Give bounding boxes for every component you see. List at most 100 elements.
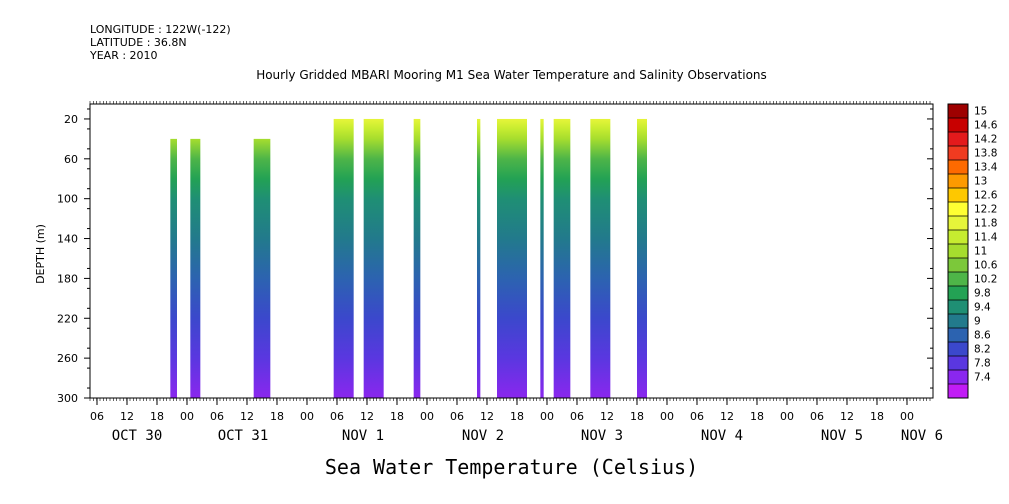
colorbar-label: 13.8 (974, 148, 997, 160)
colorbar-label: 9 (974, 316, 981, 328)
data-blocks (170, 118, 647, 399)
data-block (637, 118, 647, 398)
x-day-label: NOV 5 (821, 428, 863, 444)
colorbar-swatch (948, 244, 968, 259)
x-tick-label: 18 (150, 410, 164, 423)
x-tick-label: 06 (450, 410, 464, 423)
data-block (553, 118, 571, 398)
data-block (190, 138, 201, 399)
x-day-label: NOV 4 (701, 428, 743, 444)
data-block (333, 118, 354, 398)
x-tick-label: 00 (780, 410, 794, 423)
y-tick-label: 60 (64, 153, 78, 166)
colorbar-swatch (948, 188, 968, 203)
colorbar-label: 14.2 (974, 134, 997, 146)
x-tick-label: 06 (690, 410, 704, 423)
colorbar-swatch (948, 272, 968, 287)
colorbar-label: 12.2 (974, 204, 997, 216)
colorbar-swatch (948, 300, 968, 315)
x-day-label: OCT 31 (218, 428, 269, 444)
header-latitude: LATITUDE : 36.8N (90, 36, 187, 49)
data-block (170, 138, 177, 399)
colorbar-label: 7.8 (974, 358, 991, 370)
x-tick-label: 12 (480, 410, 494, 423)
colorbar-swatch (948, 370, 968, 385)
x-tick-label: 00 (180, 410, 194, 423)
y-tick-label: 220 (57, 312, 78, 325)
colorbar-label: 15 (974, 106, 987, 118)
x-tick-label: 12 (360, 410, 374, 423)
colorbar-swatch (948, 146, 968, 161)
colorbar-label: 13.4 (974, 162, 998, 174)
colorbar-label: 13 (974, 176, 987, 188)
x-tick-label: 06 (90, 410, 104, 423)
colorbar-swatch (948, 230, 968, 245)
chart-title: Hourly Gridded MBARI Mooring M1 Sea Wate… (256, 68, 767, 82)
colorbar-swatch (948, 314, 968, 329)
data-block (540, 118, 544, 398)
colorbar-swatch (948, 384, 968, 399)
plot-frame (89, 101, 934, 399)
colorbar-swatch (948, 328, 968, 343)
colorbar-swatch (948, 160, 968, 175)
data-block (413, 118, 421, 398)
y-tick-label: 140 (57, 233, 78, 246)
data-block (363, 118, 384, 398)
plot-border (89, 103, 934, 399)
x-day-label: NOV 2 (462, 428, 504, 444)
y-tick-label: 100 (57, 193, 78, 206)
colorbar-swatch (948, 342, 968, 357)
x-tick-label: 12 (720, 410, 734, 423)
x-day-label: NOV 6 (901, 428, 943, 444)
colorbar-label: 10.2 (974, 274, 997, 286)
y-tick-label: 180 (57, 272, 78, 285)
x-tick-label: 06 (210, 410, 224, 423)
header-year: YEAR : 2010 (90, 49, 158, 62)
x-day-label: OCT 30 (112, 428, 163, 444)
colorbar-border (947, 103, 969, 399)
x-tick-label: 00 (660, 410, 674, 423)
x-tick-label: 12 (240, 410, 254, 423)
x-tick-label: 00 (900, 410, 914, 423)
x-tick-label: 18 (270, 410, 284, 423)
colorbar-label: 9.8 (974, 288, 991, 300)
colorbar-label: 11.4 (974, 232, 998, 244)
y-axis-label: DEPTH (m) (34, 224, 47, 284)
colorbar-swatch (948, 258, 968, 273)
data-block (477, 118, 481, 398)
x-tick-label: 12 (120, 410, 134, 423)
y-tick-label: 260 (57, 352, 78, 365)
x-tick-label: 00 (300, 410, 314, 423)
colorbar-swatch (948, 356, 968, 371)
x-day-label: NOV 1 (342, 428, 384, 444)
x-tick-label: 12 (840, 410, 854, 423)
x-tick-label: 12 (600, 410, 614, 423)
x-tick-label: 18 (870, 410, 884, 423)
data-block (590, 118, 611, 398)
y-axis: 20 60 100 140 180 220 260 300 (57, 108, 933, 405)
colorbar-label: 14.6 (974, 120, 998, 132)
colorbar-label: 8.2 (974, 344, 991, 356)
x-tick-label: 06 (570, 410, 584, 423)
header-longitude: LONGITUDE : 122W(-122) (90, 23, 231, 36)
colorbar-swatch (948, 118, 968, 133)
y-tick-label: 300 (57, 392, 78, 405)
x-axis: 06 12 18 00 06 12 18 00 06 12 18 00 06 12 18 00 06 12 18 00… (89, 398, 943, 444)
x-tick-label: 06 (330, 410, 344, 423)
x-tick-label: 00 (540, 410, 554, 423)
colorbar: 15 14.6 14.2 13.8 13.4 13 12.6 12.2 11.8 11.4 11 10… (947, 103, 998, 399)
x-tick-label: 18 (390, 410, 404, 423)
x-tick-label: 18 (630, 410, 644, 423)
colorbar-label: 7.4 (974, 372, 991, 384)
x-axis-label: Sea Water Temperature (Celsius) (324, 455, 699, 479)
colorbar-swatch (948, 132, 968, 147)
colorbar-label: 11 (974, 246, 987, 258)
x-tick-label: 06 (810, 410, 824, 423)
x-tick-label: 00 (420, 410, 434, 423)
colorbar-swatch (948, 104, 968, 119)
colorbar-swatch (948, 202, 968, 217)
colorbar-label: 10.6 (974, 260, 998, 272)
colorbar-swatch (948, 174, 968, 189)
x-tick-label: 18 (510, 410, 524, 423)
colorbar-label: 9.4 (974, 302, 991, 314)
